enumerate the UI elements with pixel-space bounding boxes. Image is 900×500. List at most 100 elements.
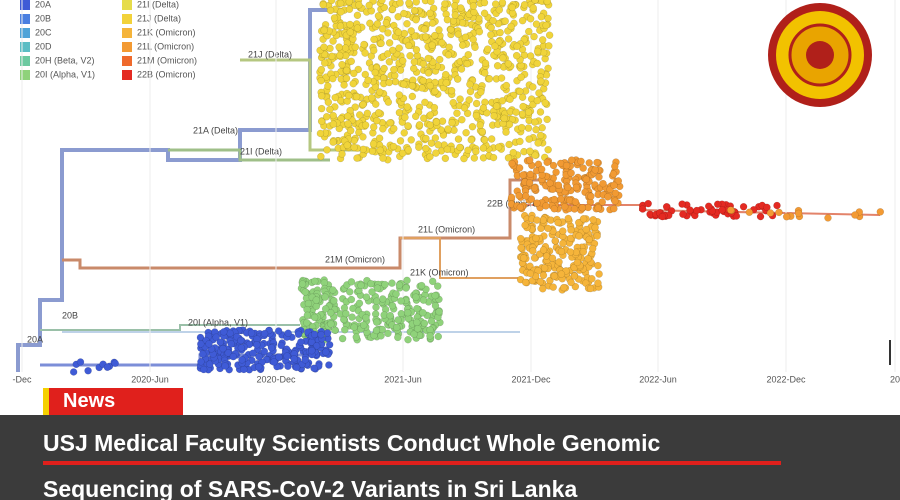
tip-dot xyxy=(466,80,474,89)
headline-line: Sequencing of SARS-CoV-2 Variants in Sri… xyxy=(43,476,578,500)
tip-dot xyxy=(317,117,326,126)
legend-swatch xyxy=(20,56,30,66)
tip-dot xyxy=(290,355,298,363)
tip-dot xyxy=(329,111,337,120)
tip-dot xyxy=(539,216,547,224)
tip-dot xyxy=(240,365,248,374)
tip-dot xyxy=(350,69,358,78)
legend-swatch xyxy=(20,14,30,24)
tip-dot xyxy=(485,74,494,83)
tip-dot xyxy=(508,159,516,168)
tip-dot xyxy=(400,29,409,38)
tip-dot xyxy=(395,91,404,99)
tip-dot xyxy=(470,8,478,16)
tip-dot xyxy=(546,276,554,285)
tip-dot xyxy=(462,128,470,137)
tip-dot xyxy=(406,52,414,60)
tip-dot xyxy=(355,1,363,9)
clade-label: 21I (Delta) xyxy=(240,146,282,156)
tip-dot xyxy=(360,40,368,49)
tip-dot xyxy=(536,278,545,286)
tip-dot xyxy=(421,33,430,41)
tip-dot xyxy=(421,144,430,153)
tip-dot xyxy=(355,111,364,119)
tip-dot xyxy=(380,64,388,73)
tip-dot xyxy=(330,14,339,22)
tip-dot xyxy=(321,305,330,313)
tip-dot xyxy=(384,329,392,338)
tip-dot xyxy=(494,143,503,151)
tip-dot xyxy=(350,323,358,331)
tip-dot xyxy=(504,154,513,162)
tip-dot xyxy=(388,301,397,310)
tip-dot xyxy=(572,183,581,192)
tip-dot xyxy=(412,0,421,6)
tip-dot xyxy=(763,203,771,212)
tip-dot xyxy=(566,248,575,256)
tip-dot xyxy=(403,103,412,111)
tip-dot xyxy=(342,309,350,318)
tip-dot xyxy=(255,352,263,361)
tip-dot xyxy=(415,143,423,152)
tip-dot xyxy=(540,264,549,272)
tip-dot xyxy=(508,3,517,12)
tip-dot xyxy=(451,11,459,19)
tip-dot xyxy=(220,328,228,336)
clade-label: 21K (Omicron) xyxy=(410,267,469,277)
tip-dot xyxy=(426,121,434,129)
tip-dot xyxy=(331,93,339,102)
tip-dot xyxy=(434,141,442,149)
tip-dot xyxy=(400,129,408,137)
tip-dot xyxy=(679,210,687,218)
tip-dot xyxy=(531,0,539,4)
legend-label: 21L (Omicron) xyxy=(137,41,194,51)
tip-dot xyxy=(557,270,566,278)
tip-dot xyxy=(365,1,373,10)
tip-dot xyxy=(420,319,429,328)
tip-dot xyxy=(517,73,525,82)
legend-label: 21K (Omicron) xyxy=(137,27,196,37)
tip-dot xyxy=(386,119,394,127)
tip-dot xyxy=(297,338,305,346)
tip-dot xyxy=(516,203,525,212)
tip-dot xyxy=(518,123,526,132)
tip-dot xyxy=(327,0,336,5)
tip-dot xyxy=(317,92,326,100)
tip-dot xyxy=(403,20,411,28)
legend-swatch xyxy=(20,28,30,38)
tip-dot xyxy=(552,168,560,176)
tip-dot xyxy=(530,32,538,41)
tip-dot xyxy=(441,70,450,79)
tip-dot xyxy=(267,343,276,352)
tip-dot xyxy=(579,248,588,256)
tip-dot xyxy=(644,199,652,208)
tip-dot xyxy=(317,152,325,161)
tip-dot xyxy=(394,316,402,324)
tip-dot xyxy=(351,43,360,51)
tip-dot xyxy=(518,110,527,118)
tip-dot xyxy=(594,279,602,287)
tip-dot xyxy=(396,0,404,7)
tip-dot xyxy=(430,103,439,112)
tip-dot xyxy=(526,52,535,60)
tip-dot xyxy=(336,0,345,8)
tip-dot xyxy=(298,280,307,288)
tip-dot xyxy=(383,50,392,58)
tip-dot xyxy=(352,333,361,341)
tip-dot xyxy=(395,108,404,117)
tip-dot xyxy=(346,288,354,296)
tip-dot xyxy=(373,116,381,125)
tip-dot xyxy=(479,104,488,112)
tip-dot xyxy=(347,295,356,304)
tip-dot xyxy=(566,234,575,243)
tip-dot xyxy=(392,323,401,332)
tip-dot xyxy=(577,157,585,166)
tip-dot xyxy=(595,173,603,181)
tip-dot xyxy=(199,350,207,358)
tip-dot xyxy=(444,125,452,133)
tip-dot xyxy=(111,359,119,368)
tip-dot xyxy=(431,87,439,96)
tip-dot xyxy=(84,367,92,375)
tip-dot xyxy=(529,247,537,255)
tip-dot xyxy=(377,39,385,48)
